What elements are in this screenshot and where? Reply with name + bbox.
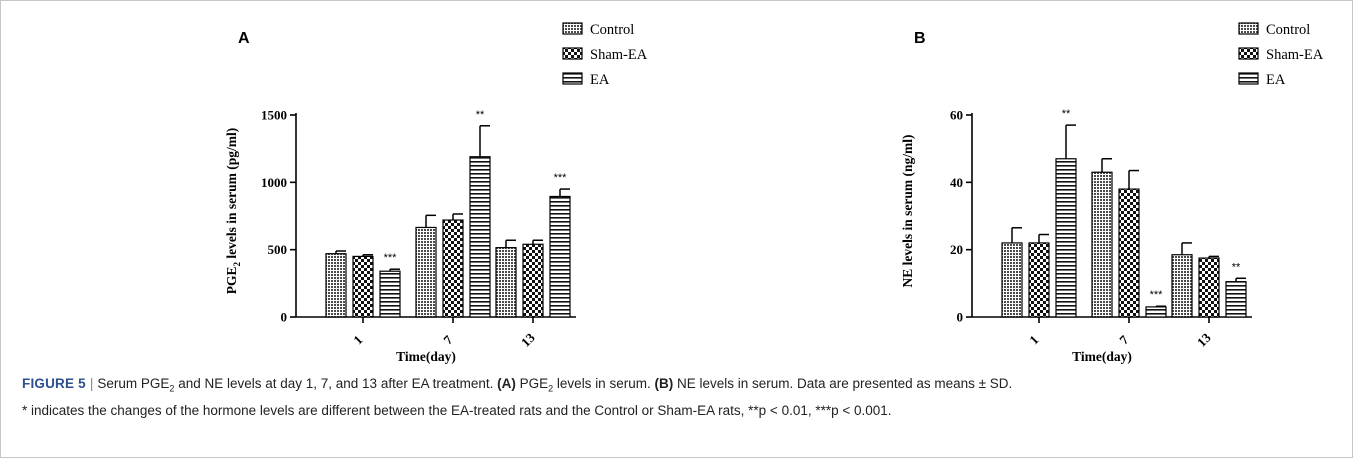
bar <box>469 156 491 318</box>
panel-label: B <box>914 30 926 47</box>
significance-label: ** <box>476 109 485 121</box>
legend-swatch <box>1238 47 1259 60</box>
y-axis-label-main: NE levels in serum (ng/ml) <box>900 135 915 288</box>
legend-label: Sham-EA <box>1266 47 1324 63</box>
x-tick-label: 7 <box>440 332 456 348</box>
caption-separator: | <box>89 376 94 391</box>
y-tick-label: 0 <box>281 310 288 325</box>
legend-label: EA <box>1266 72 1286 88</box>
legend-label: EA <box>590 72 610 88</box>
y-tick-label: 20 <box>950 242 963 257</box>
bar <box>495 247 517 318</box>
y-tick-label: 40 <box>950 175 963 190</box>
caption-subscript-a: 2 <box>548 383 554 394</box>
x-tick-label: 1 <box>350 332 365 347</box>
legend-swatch <box>562 22 583 35</box>
y-axis-label-rest: levels in serum (pg/ml) <box>224 128 239 262</box>
x-tick-label: 7 <box>1116 332 1132 348</box>
legend-swatch <box>1238 22 1259 35</box>
significance-label: *** <box>1150 289 1164 301</box>
legend-label: Control <box>1266 22 1310 38</box>
x-tick-label: 13 <box>1194 330 1214 350</box>
bar <box>1198 257 1220 318</box>
bar <box>325 253 347 318</box>
y-tick-label: 1000 <box>261 175 287 190</box>
bar <box>522 243 544 318</box>
bar <box>1055 158 1077 318</box>
bar <box>1001 242 1023 318</box>
caption-text-a2: levels in serum. <box>553 376 651 391</box>
bar <box>1225 281 1247 318</box>
x-axis-label: Time(day) <box>396 349 456 364</box>
chart-panel-a: A 0 500 1000 1500 PGE2 levels in serum (pg/ml… <box>224 22 648 364</box>
bar <box>1118 188 1140 318</box>
y-tick-label: 60 <box>950 108 963 123</box>
y-axis-label: PGE2 levels in serum (pg/ml) <box>224 128 242 295</box>
x-tick-label: 13 <box>518 330 538 350</box>
x-axis-label: Time(day) <box>1072 349 1132 364</box>
caption-text-b: NE levels in serum. Data are presented a… <box>673 376 1013 391</box>
significance-label: ** <box>1062 108 1071 120</box>
caption-label-a: (A) <box>497 376 516 391</box>
caption-text-1a: Serum PGE <box>97 376 170 391</box>
caption-line-2: * indicates the changes of the hormone l… <box>22 402 892 418</box>
significance-label: *** <box>384 252 398 264</box>
x-tick-label: 1 <box>1026 332 1041 347</box>
y-axis-label-main: PGE <box>224 266 239 294</box>
caption-line-1: FIGURE 5 | Serum PGE2 and NE levels at day… <box>22 373 1342 400</box>
bar <box>1028 242 1050 318</box>
figure-label: FIGURE 5 <box>22 376 86 391</box>
figure-caption: FIGURE 5 | Serum PGE2 and NE levels at day… <box>22 373 1342 422</box>
y-tick-label: 1500 <box>261 108 287 123</box>
legend-swatch <box>562 72 583 85</box>
legend-label: Control <box>590 22 634 38</box>
legend-label: Sham-EA <box>590 47 648 63</box>
caption-text-1b: and NE levels at day 1, 7, and 13 after … <box>174 376 494 391</box>
bar <box>549 195 571 318</box>
bar <box>379 270 401 318</box>
y-tick-label: 500 <box>268 242 288 257</box>
caption-label-b: (B) <box>654 376 674 391</box>
caption-text-a1: PGE <box>515 376 549 391</box>
caption-subscript-1: 2 <box>169 383 175 394</box>
bar <box>1091 171 1113 318</box>
legend-swatch <box>562 47 583 60</box>
significance-label: *** <box>554 172 568 184</box>
bar <box>1145 306 1167 318</box>
bar <box>415 226 437 318</box>
panel-label: A <box>238 30 250 47</box>
bar <box>352 255 374 318</box>
bar <box>442 219 464 318</box>
y-axis-label-subscript: 2 <box>232 261 242 266</box>
significance-label: ** <box>1232 261 1241 273</box>
bar <box>1171 254 1193 318</box>
y-axis-label: NE levels in serum (ng/ml) <box>900 135 915 288</box>
legend-swatch <box>1238 72 1259 85</box>
y-tick-label: 0 <box>957 310 964 325</box>
